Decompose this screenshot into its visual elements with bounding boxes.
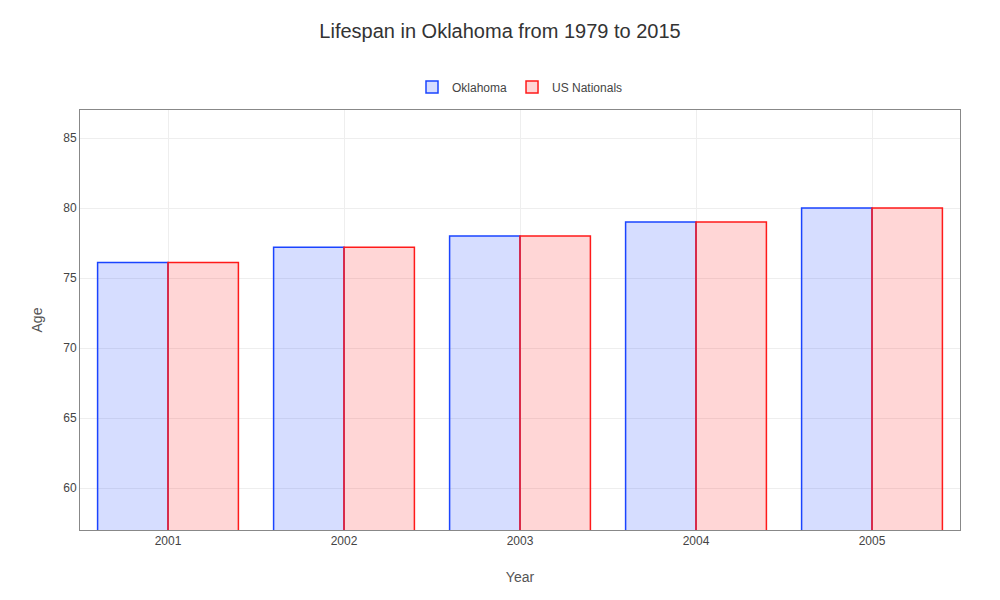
- svg-text:Lifespan in Oklahoma from 1979: Lifespan in Oklahoma from 1979 to 2015: [319, 20, 680, 42]
- svg-text:60: 60: [63, 481, 77, 495]
- svg-text:85: 85: [63, 131, 77, 145]
- svg-text:Age: Age: [29, 307, 45, 332]
- svg-text:2002: 2002: [331, 534, 358, 548]
- svg-text:75: 75: [63, 271, 77, 285]
- svg-text:80: 80: [63, 201, 77, 215]
- svg-text:2001: 2001: [155, 534, 182, 548]
- svg-text:US Nationals: US Nationals: [552, 81, 622, 95]
- svg-text:70: 70: [63, 341, 77, 355]
- svg-text:Year: Year: [506, 569, 535, 585]
- svg-text:2003: 2003: [507, 534, 534, 548]
- svg-text:Oklahoma: Oklahoma: [452, 81, 507, 95]
- svg-text:2005: 2005: [859, 534, 886, 548]
- svg-text:65: 65: [63, 411, 77, 425]
- svg-text:2004: 2004: [683, 534, 710, 548]
